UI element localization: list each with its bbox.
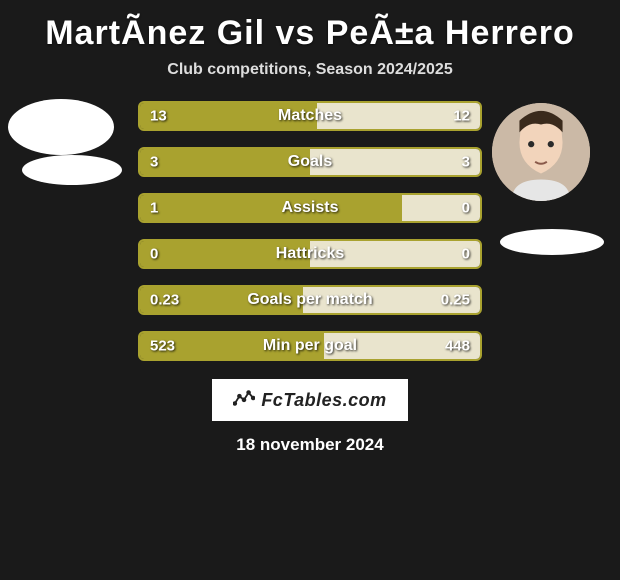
stat-bars: Matches 13 12 Goals 3 3 Assists 1 0 Hattricks 0 0 Go…: [138, 101, 482, 361]
stat-label: Min per goal: [263, 337, 357, 355]
stat-label: Assists: [282, 199, 339, 217]
player-right-avatar: [492, 103, 590, 201]
stat-bar: Hattricks 0 0: [138, 239, 482, 269]
stat-label: Goals per match: [247, 291, 372, 309]
stat-value-left: 0: [150, 246, 158, 263]
player-right-shadow: [500, 229, 604, 255]
stat-value-right: 12: [453, 108, 470, 125]
page-title: MartÃ­nez Gil vs PeÃ±a Herrero: [0, 14, 620, 53]
stat-bar: Goals per match 0.23 0.25: [138, 285, 482, 315]
stat-value-right: 448: [445, 338, 470, 355]
stat-value-right: 3: [462, 154, 470, 171]
stat-value-left: 523: [150, 338, 175, 355]
stat-value-right: 0: [462, 200, 470, 217]
stat-bar: Min per goal 523 448: [138, 331, 482, 361]
stat-value-left: 3: [150, 154, 158, 171]
stat-bar: Matches 13 12: [138, 101, 482, 131]
stat-label: Hattricks: [276, 245, 344, 263]
stat-fill-left: [140, 149, 310, 175]
stat-value-left: 0.23: [150, 292, 179, 309]
brand-badge: FcTables.com: [212, 379, 408, 421]
stat-value-left: 13: [150, 108, 167, 125]
stat-value-left: 1: [150, 200, 158, 217]
stat-bar: Goals 3 3: [138, 147, 482, 177]
brand-text: FcTables.com: [261, 390, 386, 411]
player-left-avatar: [8, 99, 114, 155]
stat-label: Goals: [288, 153, 332, 171]
subtitle: Club competitions, Season 2024/2025: [0, 61, 620, 79]
stat-fill-right: [310, 149, 480, 175]
date-label: 18 november 2024: [0, 435, 620, 455]
stat-value-right: 0.25: [441, 292, 470, 309]
player-left-shadow: [22, 155, 122, 185]
stat-label: Matches: [278, 107, 342, 125]
stat-value-right: 0: [462, 246, 470, 263]
stat-fill-left: [140, 195, 402, 221]
comparison-arena: Matches 13 12 Goals 3 3 Assists 1 0 Hattricks 0 0 Go…: [0, 101, 620, 455]
brand-icon: [233, 387, 255, 414]
stat-bar: Assists 1 0: [138, 193, 482, 223]
